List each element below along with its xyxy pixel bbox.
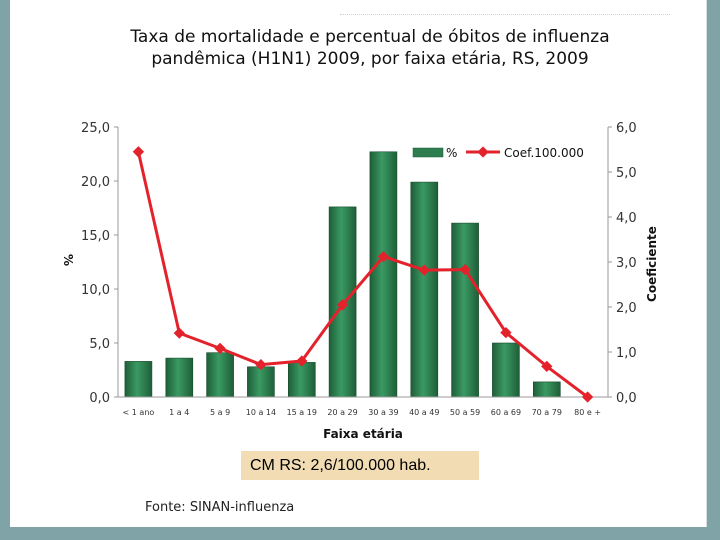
- x-axis-ticks: < 1 ano 1 a 4 5 a 9 10 a 14 15 a 19 20 a 29 30…: [123, 408, 601, 417]
- bar: [410, 181, 439, 398]
- legend-line-marker: [477, 146, 489, 158]
- x-tick-label: 10 a 14: [246, 408, 276, 417]
- x-tick-label: 20 a 29: [327, 408, 357, 417]
- left-axis-ticks: 0,0 5,0 10,0 15,0 20,0 25,0: [81, 121, 118, 406]
- x-tick-label: 50 a 59: [450, 408, 480, 417]
- line-marker: [132, 146, 145, 158]
- source-note: Fonte: SINAN-influenza: [145, 500, 295, 515]
- coefficient-line: [136, 151, 589, 399]
- legend-bar-swatch: [412, 147, 444, 158]
- slide-frame: [10, 0, 707, 527]
- x-tick-label: 30 a 39: [368, 408, 398, 417]
- x-tick-label: 40 a 49: [409, 408, 439, 417]
- bar: [165, 357, 194, 398]
- right-tick-label: 1,0: [616, 346, 637, 361]
- x-tick-label: 60 a 69: [491, 408, 521, 417]
- x-tick-label: 70 a 79: [532, 408, 562, 417]
- x-tick-label: < 1 ano: [123, 408, 155, 417]
- legend-bar-label: %: [446, 146, 457, 160]
- line-marker: [541, 360, 553, 373]
- bar: [492, 342, 520, 398]
- legend: % Coef.100.000: [412, 146, 584, 160]
- x-tick-label: 1 a 4: [169, 408, 189, 417]
- line-series: [132, 146, 594, 403]
- bar: [206, 352, 234, 398]
- bar-series: [124, 151, 561, 398]
- line-marker: [500, 326, 512, 339]
- footnote-box: CM RS: 2,6/100.000 hab.: [241, 451, 479, 480]
- left-tick-label: 20,0: [81, 175, 110, 190]
- right-tick-label: 3,0: [616, 256, 637, 271]
- right-tick-label: 6,0: [616, 121, 637, 136]
- left-tick-label: 15,0: [81, 229, 110, 244]
- line-marker: [296, 355, 308, 367]
- line-marker: [581, 391, 594, 403]
- left-tick-label: 25,0: [81, 121, 110, 136]
- chart-title-line-1: Taxa de mortalidade e percentual de óbit…: [130, 27, 610, 47]
- right-tick-label: 5,0: [616, 166, 637, 181]
- right-tick-label: 0,0: [616, 391, 637, 406]
- legend-line-label: Coef.100.000: [504, 146, 584, 160]
- chart-title-line-2: pandêmica (H1N1) 2009, por faixa etária,…: [151, 49, 589, 69]
- chart-title: Taxa de mortalidade e percentual de óbit…: [0, 26, 720, 70]
- bar: [124, 361, 153, 398]
- x-tick-label: 80 e +: [574, 408, 601, 417]
- bar: [247, 366, 275, 398]
- left-tick-label: 5,0: [89, 337, 110, 352]
- line-marker: [255, 358, 267, 371]
- line-marker: [418, 264, 430, 276]
- bar: [369, 151, 398, 398]
- y2-axis-label: Coeficiente: [645, 226, 659, 302]
- decorative-dotted-line: [340, 0, 670, 15]
- x-tick-label: 5 a 9: [210, 408, 230, 417]
- y-axis-label: %: [61, 254, 75, 266]
- line-marker: [214, 342, 226, 355]
- left-tick-label: 10,0: [81, 283, 110, 298]
- bar: [532, 381, 561, 398]
- line-marker: [173, 327, 185, 339]
- right-axis-ticks: 0,0 1,0 2,0 3,0 4,0 5,0 6,0: [608, 121, 637, 406]
- x-tick-label: 15 a 19: [287, 408, 317, 417]
- right-tick-label: 2,0: [616, 301, 637, 316]
- line-marker: [336, 299, 349, 311]
- x-axis-label: Faixa etária: [323, 427, 403, 441]
- line-marker: [459, 263, 471, 276]
- left-tick-label: 0,0: [89, 391, 110, 406]
- line-marker: [377, 250, 390, 263]
- right-tick-label: 4,0: [616, 211, 637, 226]
- bar: [451, 222, 479, 398]
- bar: [287, 362, 316, 398]
